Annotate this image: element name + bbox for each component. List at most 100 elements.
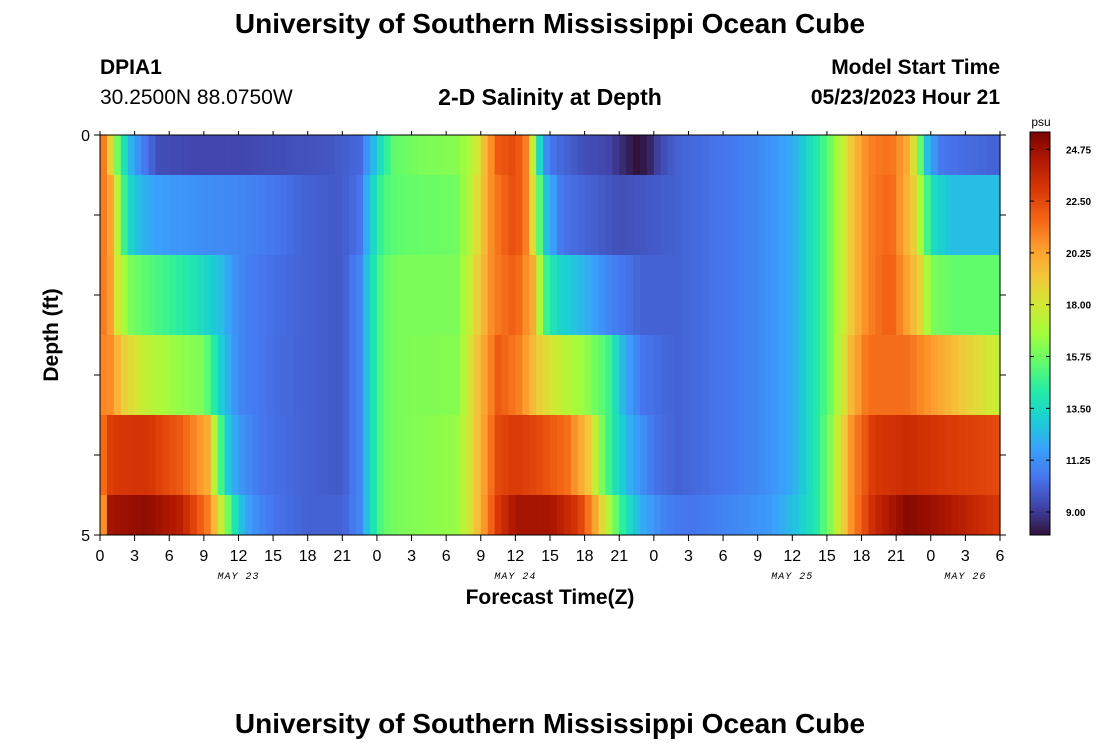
heatmap-cell [833, 175, 842, 256]
x-tick-label: 0 [649, 548, 658, 565]
heatmap-cell [501, 135, 510, 176]
colorbar-tick-label: 15.75 [1066, 353, 1091, 364]
heatmap-cell [709, 335, 717, 416]
heatmap-cell [162, 335, 170, 416]
heatmap-cell [882, 495, 890, 536]
x-tick-label: 21 [333, 548, 351, 565]
heatmap-cell [757, 175, 766, 256]
heatmap-cell [349, 495, 357, 536]
heatmap-cell [806, 255, 814, 336]
heatmap-cell [397, 335, 406, 416]
heatmap-cell [979, 495, 987, 536]
heatmap-cell [127, 495, 136, 536]
heatmap-cell [487, 495, 496, 536]
heatmap-cell [660, 495, 669, 536]
heatmap-cell [626, 255, 634, 336]
heatmap-cell [605, 415, 613, 496]
heatmap-cell [335, 255, 343, 336]
heatmap-cell [439, 135, 447, 176]
heatmap-cell [903, 495, 911, 536]
heatmap-cell [764, 335, 773, 416]
heatmap-cell [508, 175, 516, 256]
heatmap-cell [446, 175, 454, 256]
heatmap-cell [210, 495, 219, 536]
heatmap-cell [376, 335, 385, 416]
heatmap-cell [771, 415, 780, 496]
heatmap-cell [425, 335, 433, 416]
x-tick-label: 3 [130, 548, 139, 565]
heatmap-cell [556, 335, 565, 416]
heatmap-cell [674, 415, 683, 496]
heatmap-cell [210, 415, 219, 496]
heatmap-cell [916, 175, 925, 256]
heatmap-cell [501, 175, 510, 256]
heatmap-cell [522, 335, 530, 416]
heatmap-cell [203, 175, 212, 256]
heatmap-cell [397, 175, 406, 256]
heatmap-cell [453, 255, 461, 336]
heatmap-cell [321, 135, 330, 176]
heatmap-cell [723, 495, 731, 536]
heatmap-cell [252, 175, 260, 256]
heatmap-cell [120, 415, 129, 496]
heatmap-cell [342, 135, 350, 176]
heatmap-cell [965, 495, 973, 536]
heatmap-cell [446, 495, 454, 536]
heatmap-cell [577, 175, 586, 256]
heatmap-cell [356, 495, 364, 536]
heatmap-cell [951, 415, 960, 496]
heatmap-cell [550, 255, 558, 336]
heatmap-cell [730, 335, 738, 416]
heatmap-cell [646, 175, 655, 256]
heatmap-cell [376, 255, 385, 336]
heatmap-cell [397, 495, 406, 536]
x-axis-title: Forecast Time(Z) [466, 586, 635, 609]
heatmap-cell [280, 255, 288, 336]
heatmap-cell [854, 495, 863, 536]
heatmap-cell [176, 255, 184, 336]
heatmap-cell [356, 135, 364, 176]
heatmap-cell [460, 335, 468, 416]
heatmap-cell [439, 495, 447, 536]
heatmap-cell [113, 135, 122, 176]
heatmap-cell [190, 175, 198, 256]
heatmap-cell [536, 335, 544, 416]
heatmap-cell [681, 415, 690, 496]
heatmap-cell [522, 135, 530, 176]
heatmap-cell [944, 495, 953, 536]
heatmap-cell [965, 415, 973, 496]
page-title: University of Southern Mississippi Ocean… [234, 8, 866, 39]
heatmap-cell [252, 255, 260, 336]
heatmap-cell [328, 255, 336, 336]
heatmap-cell [238, 135, 246, 176]
heatmap-cell [259, 415, 267, 496]
heatmap-cell [833, 255, 842, 336]
heatmap-cell [266, 255, 274, 336]
heatmap-cell [113, 255, 122, 336]
heatmap-cell [702, 175, 710, 256]
heatmap-cell [778, 255, 786, 336]
heatmap-cell [383, 495, 392, 536]
heatmap-cell [937, 135, 946, 176]
heatmap-cell [473, 175, 482, 256]
heatmap-cell [771, 335, 780, 416]
heatmap-cell [730, 135, 738, 176]
heatmap-cell [356, 335, 364, 416]
heatmap-cell [806, 175, 814, 256]
heatmap-cell [930, 415, 939, 496]
heatmap-cell [321, 415, 330, 496]
heatmap-cell [764, 495, 773, 536]
heatmap-cell [563, 135, 572, 176]
heatmap-cell [626, 415, 634, 496]
heatmap-cell [342, 255, 350, 336]
heatmap-cell [709, 255, 717, 336]
heatmap-cell [730, 175, 738, 256]
heatmap-cell [120, 175, 129, 256]
colorbar-tick-label: 18.00 [1066, 301, 1091, 312]
heatmap-cell [383, 135, 392, 176]
heatmap-cell [100, 175, 108, 256]
heatmap-cell [826, 335, 835, 416]
heatmap-cell [210, 175, 219, 256]
heatmap-cell [536, 415, 544, 496]
heatmap-cell [626, 495, 634, 536]
